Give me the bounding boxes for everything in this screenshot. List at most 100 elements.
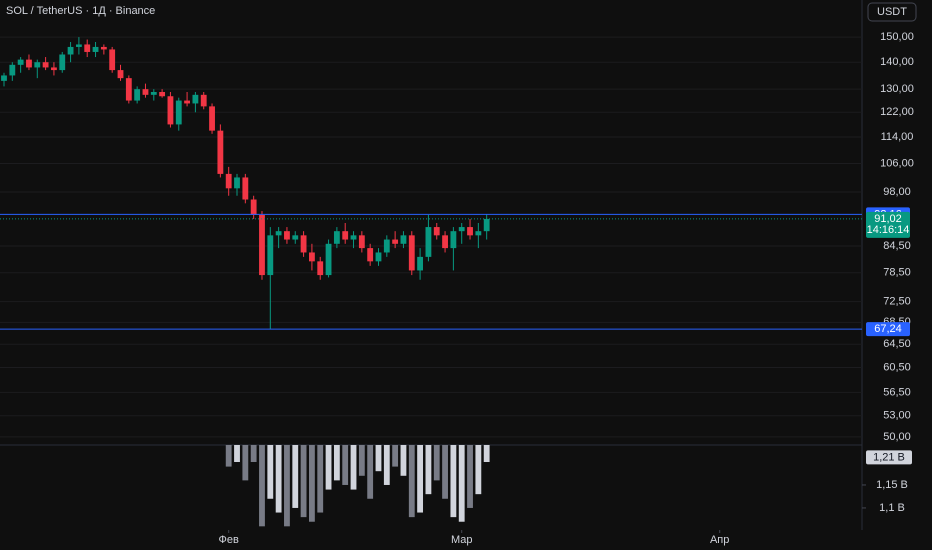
candle-body [125,78,132,101]
y-tick-label: 53,00 [883,410,911,422]
candle-body [9,64,16,76]
candle-body [150,91,157,95]
candle-body [467,227,473,236]
volume-bar [234,445,240,462]
candle-body [75,44,82,47]
y-tick-label: 140,00 [880,56,914,68]
volume-bar [225,445,232,467]
volume-bar [317,445,324,513]
candle-body [84,44,91,52]
volume-bar [467,445,473,508]
volume-bar [442,445,448,499]
candle-body [333,231,340,244]
volume-last-label: 1,21 B [873,451,905,463]
candle-body [109,49,116,71]
candle-body [284,231,290,240]
candle-body [34,62,41,68]
candle-body [317,261,324,276]
candle-body [358,235,365,249]
y-tick-label: 98,00 [883,186,911,198]
x-tick-label: Фев [219,534,239,546]
candle-body [308,252,315,262]
y-tick-label: 150,00 [880,31,914,43]
y-tick-label: 78,50 [883,267,911,279]
candle-body [292,235,299,240]
price-line-label: 67,24 [874,323,902,335]
candle-body [342,231,349,240]
candle-body [26,59,32,68]
candle-body [51,67,57,71]
candle-body [117,70,124,79]
y-tick-label: 50,00 [883,431,911,443]
candle-body [425,227,432,257]
candle-body [383,239,390,253]
volume-bar [375,445,382,472]
candle-body [209,106,215,131]
volume-bar [425,445,432,495]
currency-button[interactable] [867,2,917,22]
y-tick-label: 64,50 [883,338,911,350]
symbol-title: SOL / TetherUS · 1Д · Binance [6,5,155,17]
volume-bar [275,445,282,513]
candle-body [250,199,257,216]
volume-bar [308,445,315,522]
candle-body [1,75,7,81]
volume-bar [300,445,307,518]
candle-body [159,91,166,97]
y-tick-label: 106,00 [880,157,914,169]
volume-bar [475,445,482,495]
volume-tick-label: 1,15 B [876,479,908,491]
y-tick-label: 84,50 [883,240,911,252]
volume-bar [342,445,349,485]
x-tick-label: Апр [710,534,729,546]
candle-body [350,235,357,240]
volume-bar [292,445,299,508]
volume-bar [367,445,374,499]
volume-bar [392,445,399,467]
candle-body [142,89,149,95]
candle-body [458,227,465,232]
last-price-box [866,211,910,238]
volume-bar [408,445,415,518]
candle-body [367,248,374,262]
candle-body [42,62,49,68]
candle-body [483,218,490,232]
candle-body [408,235,415,271]
candle-body [442,235,448,249]
candle-body [433,227,440,236]
volume-bar [483,445,490,462]
volume-bar [450,445,457,518]
volume-bar [242,445,249,481]
candle-body [200,94,207,107]
last-price-label: 91,02 [874,213,902,225]
y-tick-label: 130,00 [880,83,914,95]
candle-body [175,100,182,125]
candle-body [450,231,457,249]
volume-bar [458,445,465,522]
x-tick-label: Мар [451,534,473,546]
candle-body [17,59,24,65]
volume-bar [400,445,407,476]
volume-bar [350,445,357,490]
y-tick-label: 114,00 [881,131,914,143]
volume-bar [358,445,365,476]
candle-body [475,231,482,236]
volume-bar [284,445,290,527]
volume-bar [250,445,257,462]
candle-body [67,46,74,55]
y-tick-label: 122,00 [880,106,914,118]
candle-body [217,130,224,174]
candle-body [325,243,332,276]
currency-label[interactable]: USDT [877,6,907,18]
y-tick-label: 72,50 [883,296,911,308]
candle-body [375,252,382,262]
candle-body [100,46,107,50]
volume-last-box [866,450,912,465]
volume-bar [383,445,390,485]
volume-bar [267,445,274,499]
candle-body [92,46,99,52]
volume-bar [333,445,340,481]
candle-body [259,215,265,276]
